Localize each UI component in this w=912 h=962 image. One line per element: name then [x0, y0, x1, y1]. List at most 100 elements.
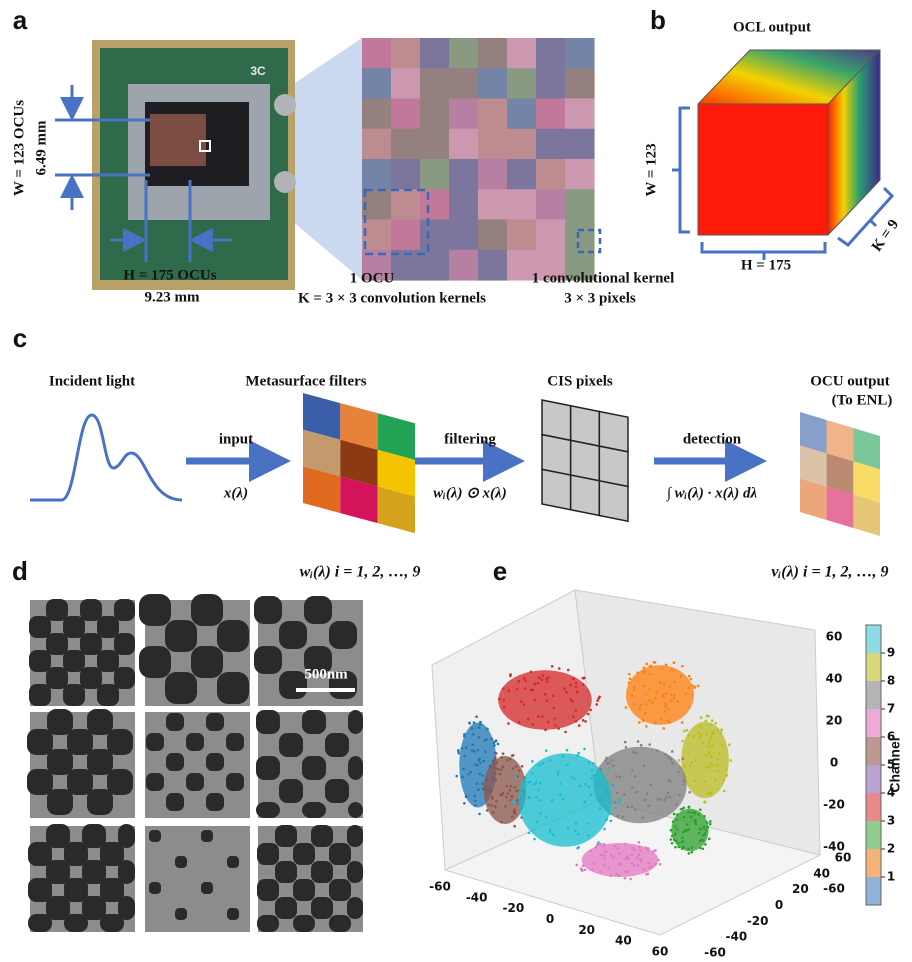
sem-hole [64, 878, 88, 902]
panel-c: c Incident light Metasurface filters CIS… [13, 323, 893, 581]
sem-hole [64, 914, 88, 932]
y-tick-label: -40 [725, 930, 747, 944]
scatter-dot [462, 768, 465, 771]
sem-hole [146, 733, 164, 751]
scatter-dot [682, 757, 685, 760]
scatter-dot [455, 775, 458, 778]
scatter-dot [702, 834, 705, 837]
scatter-dot [577, 833, 580, 836]
scatter-dot [646, 792, 649, 795]
scatter-dot [513, 809, 516, 812]
sem-hole [311, 825, 333, 847]
sem-hole [107, 769, 133, 795]
scatter-dot [654, 661, 657, 664]
sem-hole [166, 753, 184, 771]
scatter-dot [598, 696, 601, 699]
scatter-dot [704, 832, 707, 835]
scatter-dot [481, 774, 484, 777]
scatter-dot [531, 689, 534, 692]
scatter-dot [636, 672, 639, 675]
scatter-dot [631, 786, 634, 789]
scatter-dot [726, 774, 729, 777]
scatter-dot [670, 758, 673, 761]
panel-a: 3C W = 123 OCUs 6.49 mm H = 175 OCUs 9.2… [11, 5, 674, 307]
scatter-dot [553, 717, 556, 720]
sem-hole [46, 667, 68, 689]
scatter-dot [694, 811, 697, 814]
grid-cell [571, 475, 600, 515]
scatter-dot [690, 678, 693, 681]
scatter-dot [559, 782, 562, 785]
colorbar-tick-label: 7 [887, 702, 895, 716]
scatter-dot [531, 723, 534, 726]
scatter-dot [645, 703, 648, 706]
scatter-dot [687, 848, 690, 851]
sem-hole [165, 620, 197, 652]
scatter-dot [690, 815, 693, 818]
scatter-dot [627, 858, 630, 861]
scatter-dot [474, 799, 477, 802]
scatter-dot [584, 800, 587, 803]
scatter-dot [518, 721, 521, 724]
scatter-dot [681, 740, 684, 743]
scatter-dot [493, 742, 496, 745]
scatter-dot [615, 873, 618, 876]
scatter-dot [494, 806, 497, 809]
scatter-dot [504, 805, 507, 808]
scatter-dot [475, 715, 478, 718]
scatter-dot [624, 870, 627, 873]
scatter-dot [666, 720, 669, 723]
scatter-dot [542, 674, 545, 677]
x-tick-label: 0 [546, 912, 554, 926]
scatter-dot [638, 846, 641, 849]
scatter-dot [471, 727, 474, 730]
sem-hole [257, 843, 279, 865]
scatter-dot [576, 691, 579, 694]
sem-hole [139, 646, 171, 678]
scatter-dot [533, 783, 536, 786]
scatter-dot [552, 707, 555, 710]
scatter-dot [623, 793, 626, 796]
scatter-dot [707, 793, 710, 796]
sem-hole [275, 897, 297, 919]
scatter-dot [541, 679, 544, 682]
sem-hole [347, 861, 363, 883]
grid-cell [542, 435, 571, 475]
sem-hole [64, 842, 88, 866]
scatter-dot [697, 685, 700, 688]
scatter-dot [675, 819, 678, 822]
scatter-dot [684, 829, 687, 832]
scatter-dot [469, 771, 472, 774]
scatter-dot [705, 754, 708, 757]
scatter-dot [656, 749, 659, 752]
y-tick-label: 20 [792, 882, 809, 896]
scatter-dot [707, 741, 710, 744]
cube-title: OCL output [733, 19, 811, 35]
z-tick-label: 60 [826, 630, 843, 644]
scatter-dot [680, 841, 683, 844]
scatter-dot [554, 724, 557, 727]
colorbar [866, 625, 881, 905]
scatter-dot [683, 816, 686, 819]
scatter-dot [631, 769, 634, 772]
scatter-dot [593, 862, 596, 865]
panel-e: e Channel -60-40-200204060-60-40-2002040… [429, 556, 903, 960]
scatter-dot [660, 717, 663, 720]
scatter-dot [635, 752, 638, 755]
scatter-dot [669, 780, 672, 783]
sem-hole [100, 842, 124, 866]
sem-hole [311, 897, 333, 919]
sem-hole [304, 596, 332, 624]
scatter-dot [463, 802, 466, 805]
scatter-dot [488, 790, 491, 793]
scatter-dot [545, 815, 548, 818]
sem-hole [82, 896, 106, 920]
grid-cell [571, 406, 600, 446]
scatter-dot [521, 765, 524, 768]
scatter-dot [697, 813, 700, 816]
scatter-dot [644, 712, 647, 715]
scatter-dot [673, 697, 676, 700]
scatter-dot [674, 832, 677, 835]
scatter-dot [572, 715, 575, 718]
scatter-dot [648, 743, 651, 746]
